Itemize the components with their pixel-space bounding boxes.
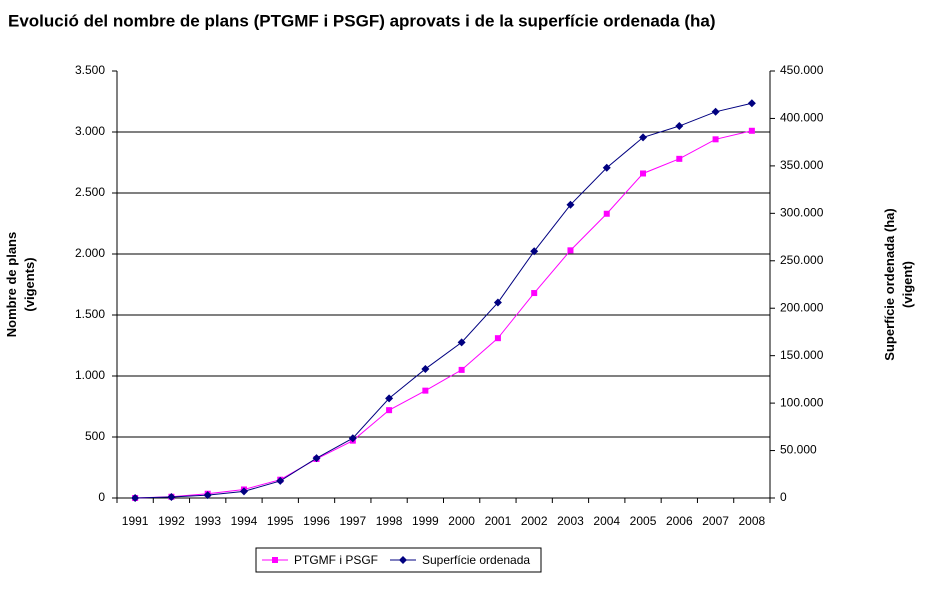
marker xyxy=(203,491,212,500)
x-tick-label: 1992 xyxy=(158,514,185,528)
y2-tick-label: 450.000 xyxy=(780,63,824,77)
series-line xyxy=(135,130,752,499)
marker xyxy=(239,487,248,496)
y2-tick-label: 50.000 xyxy=(780,443,817,457)
x-tick-label: 2004 xyxy=(593,514,620,528)
y-tick-label: 3.000 xyxy=(75,124,105,138)
series-line xyxy=(135,102,752,499)
marker xyxy=(494,335,501,342)
y2-tick-label: 0 xyxy=(780,490,787,504)
y-axis-label-line: Nombre de plans xyxy=(4,232,19,337)
marker xyxy=(131,494,140,502)
marker xyxy=(676,155,683,162)
x-tick-label: 1998 xyxy=(376,514,403,528)
marker xyxy=(493,298,502,307)
y2-axis-label: Superfície ordenada (ha) (vigent) xyxy=(882,208,915,360)
y-axis-label-line: (vigents) xyxy=(22,257,37,311)
marker xyxy=(639,133,648,142)
marker xyxy=(712,136,719,143)
marker xyxy=(458,366,465,373)
marker xyxy=(386,407,393,414)
marker xyxy=(421,364,430,373)
marker xyxy=(422,387,429,394)
y-axis-label: Nombre de plans (vigents) xyxy=(4,232,37,337)
marker xyxy=(640,170,647,177)
x-tick-label: 1999 xyxy=(412,514,439,528)
x-tick-label: 2002 xyxy=(521,514,548,528)
marker xyxy=(385,394,394,403)
legend-label: PTGMF i PSGF xyxy=(294,553,378,567)
legend-label: Superfície ordenada xyxy=(422,553,530,567)
y2-tick-label: 200.000 xyxy=(780,300,824,314)
x-tick-label: 2001 xyxy=(485,514,512,528)
x-tick-label: 2003 xyxy=(557,514,584,528)
y2-tick-label: 250.000 xyxy=(780,253,824,267)
x-tick-label: 2006 xyxy=(666,514,693,528)
y2-tick-label: 400.000 xyxy=(780,111,824,125)
marker xyxy=(531,290,538,297)
marker xyxy=(530,247,539,256)
y-tick-label: 3.500 xyxy=(75,63,105,77)
marker xyxy=(348,434,357,443)
x-tick-label: 1996 xyxy=(303,514,330,528)
marker xyxy=(276,476,285,485)
y-tick-label: 1.000 xyxy=(75,368,105,382)
marker xyxy=(747,99,756,108)
x-tick-label: 1991 xyxy=(122,514,149,528)
x-tick-label: 1995 xyxy=(267,514,294,528)
y2-tick-label: 300.000 xyxy=(780,206,824,220)
y-tick-label: 1.500 xyxy=(75,307,105,321)
y-tick-label: 0 xyxy=(98,490,105,504)
y-tick-label: 2.000 xyxy=(75,246,105,260)
x-tick-label: 1994 xyxy=(231,514,258,528)
marker xyxy=(603,210,610,217)
marker xyxy=(567,247,574,254)
y2-axis-label-line: Superfície ordenada (ha) xyxy=(882,208,897,360)
marker xyxy=(602,163,611,172)
y-tick-label: 2.500 xyxy=(75,185,105,199)
marker xyxy=(675,122,684,131)
x-tick-label: 2000 xyxy=(448,514,475,528)
marker xyxy=(399,556,407,564)
y2-tick-label: 100.000 xyxy=(780,395,824,409)
y2-axis-label-line: (vigent) xyxy=(900,261,915,308)
x-tick-label: 1993 xyxy=(194,514,221,528)
marker xyxy=(167,493,176,502)
y-tick-label: 500 xyxy=(85,429,105,443)
marker xyxy=(272,557,278,563)
marker xyxy=(312,454,321,463)
x-tick-label: 2007 xyxy=(702,514,729,528)
marker xyxy=(457,338,466,347)
x-tick-label: 1997 xyxy=(339,514,366,528)
marker xyxy=(748,127,755,134)
y2-tick-label: 350.000 xyxy=(780,158,824,172)
y2-tick-label: 150.000 xyxy=(780,348,824,362)
x-tick-label: 2005 xyxy=(630,514,657,528)
marker xyxy=(711,107,720,116)
chart-title: Evolució del nombre de plans (PTGMF i PS… xyxy=(8,11,716,30)
marker xyxy=(566,200,575,209)
x-tick-label: 2008 xyxy=(739,514,766,528)
